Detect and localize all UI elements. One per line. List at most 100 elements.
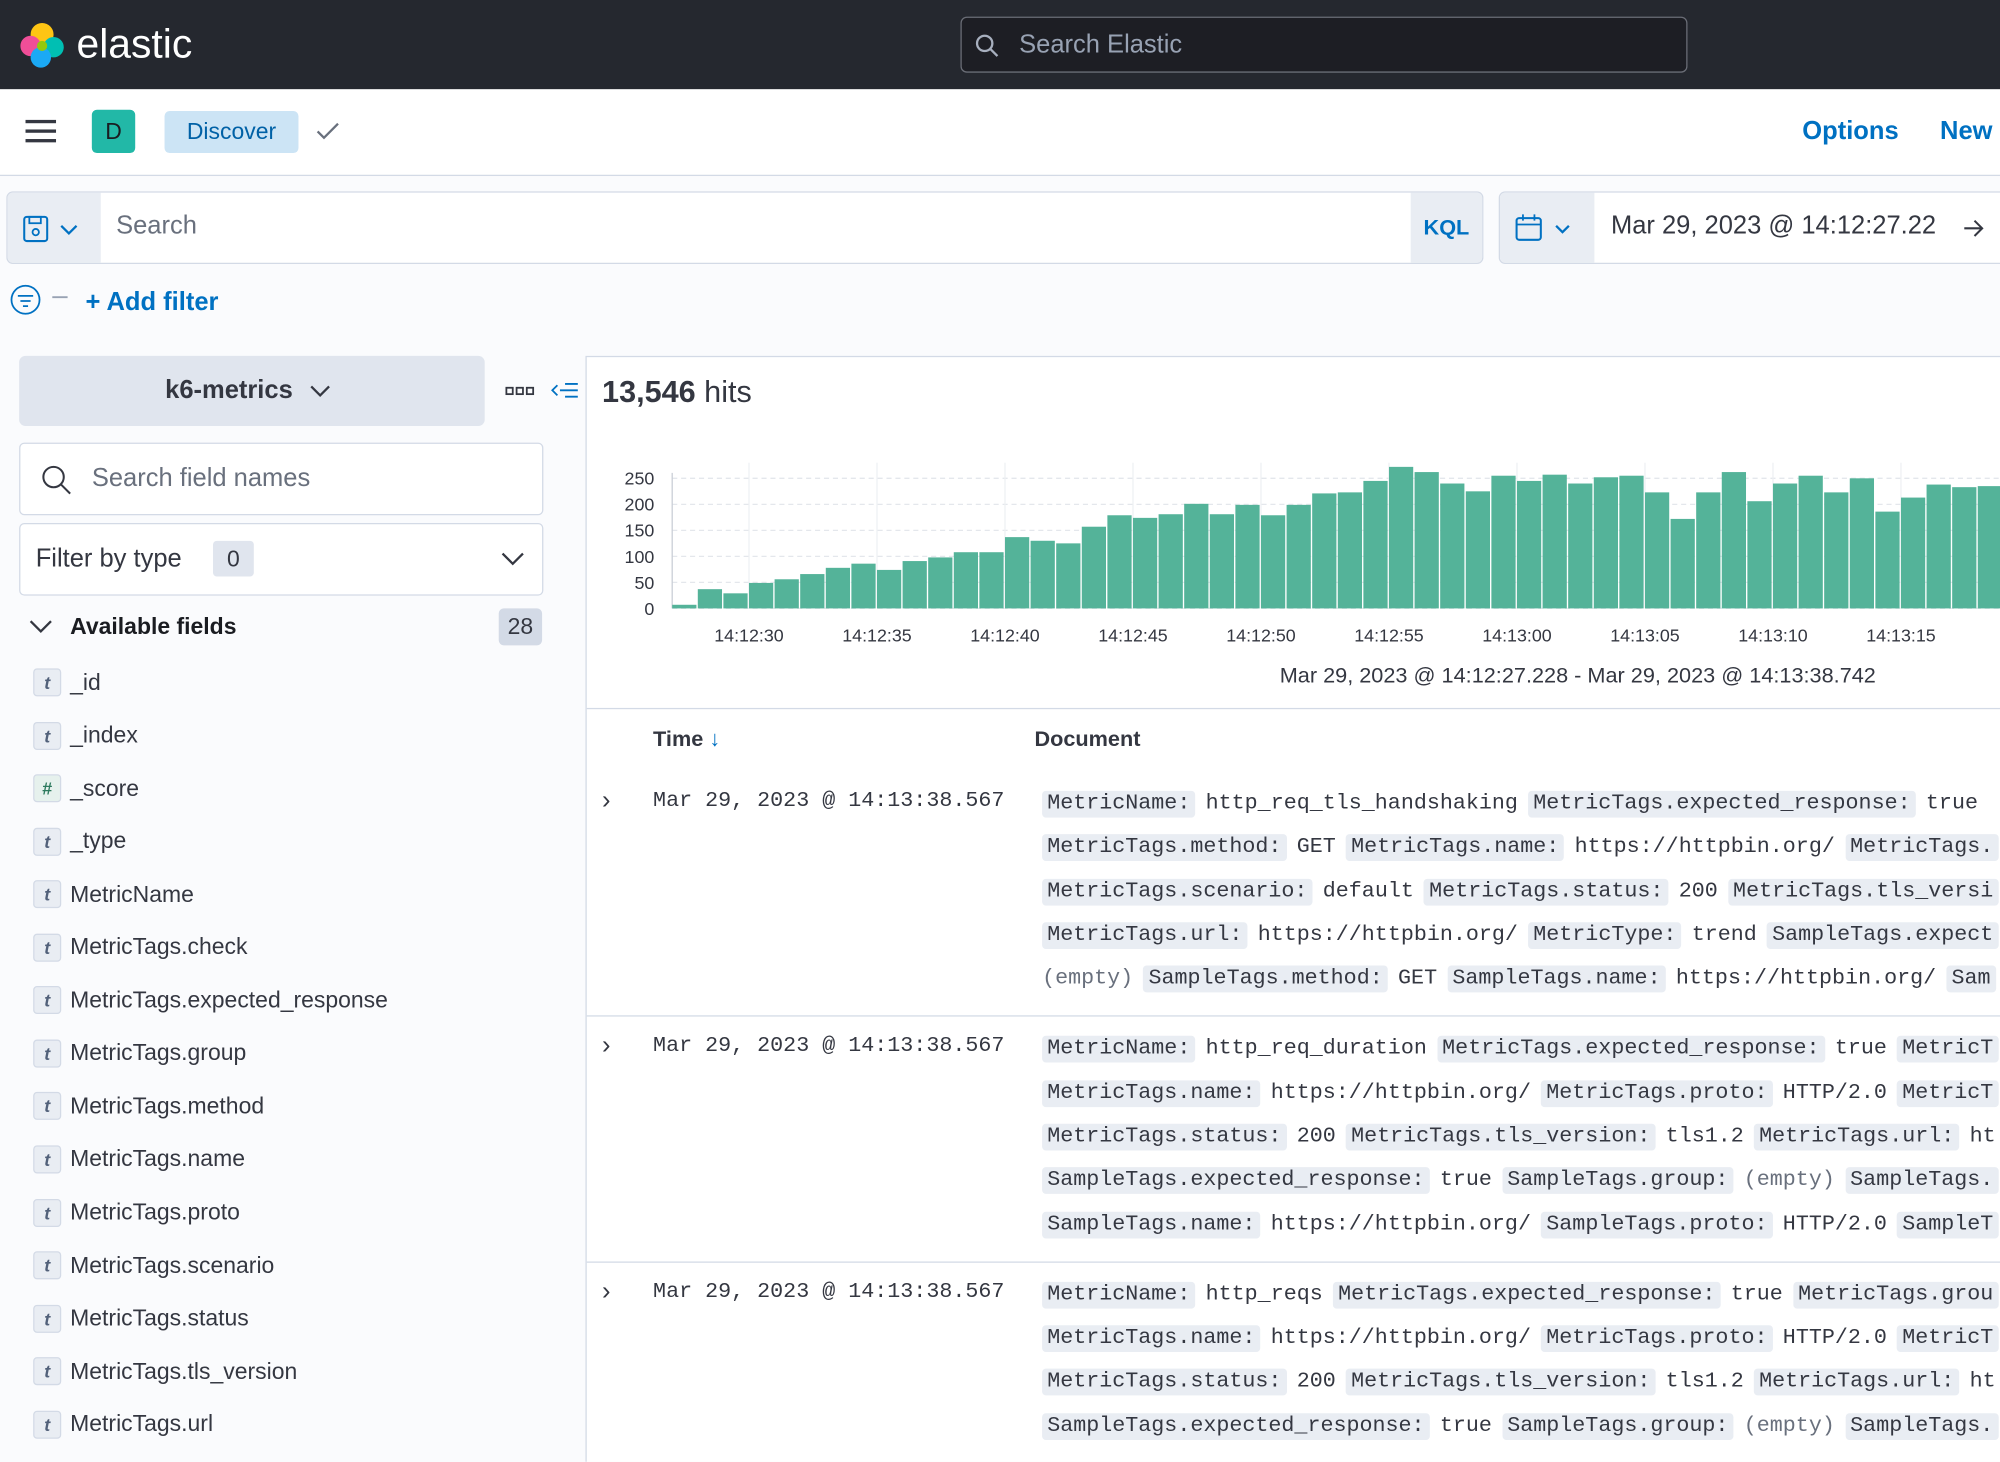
- document-field: SampleTags.proto:HTTP/2.0: [1541, 1212, 1887, 1236]
- field-item[interactable]: tMetricTags.expected_response: [33, 986, 388, 1014]
- field-item[interactable]: tMetricTags.scenario: [33, 1251, 274, 1279]
- field-value: http_reqs: [1206, 1283, 1323, 1307]
- field-key: SampleTags.name:: [1447, 966, 1665, 993]
- field-search[interactable]: Search field names: [19, 443, 543, 516]
- breadcrumb[interactable]: Discover: [165, 111, 299, 153]
- index-pattern-select[interactable]: k6-metrics: [19, 356, 485, 426]
- logo-text: elastic: [77, 20, 193, 67]
- field-item[interactable]: t_type: [33, 827, 126, 855]
- field-item[interactable]: tMetricTags.url: [33, 1410, 213, 1438]
- quick-select-button[interactable]: [1500, 193, 1594, 263]
- bar: [672, 605, 696, 609]
- bar: [1235, 505, 1259, 609]
- kql-toggle[interactable]: KQL: [1411, 193, 1482, 263]
- field-value: ht: [1970, 1370, 1996, 1394]
- start-date[interactable]: Mar 29, 2023 @ 14:12:27.22: [1611, 212, 1936, 241]
- document-line: MetricName:http_req_durationMetricTags.e…: [1042, 1037, 1998, 1061]
- bar: [1722, 472, 1746, 608]
- field-key: MetricTags.tls_versi: [1728, 878, 1998, 905]
- field-key: SampleTags.: [1845, 1413, 1998, 1440]
- collapse-chevron[interactable]: [28, 617, 54, 635]
- field-name: MetricTags.expected_response: [70, 987, 388, 1014]
- field-name: MetricTags.url: [70, 1411, 213, 1438]
- bar: [1799, 476, 1823, 609]
- field-item[interactable]: t_index: [33, 721, 138, 749]
- field-key: MetricTags.expected_response:: [1528, 791, 1916, 818]
- y-tick-label: 250: [625, 469, 655, 489]
- bar: [800, 574, 824, 608]
- field-key: MetricTags.status:: [1042, 1369, 1286, 1396]
- bar: [1159, 514, 1183, 608]
- expand-toggle[interactable]: ›: [602, 787, 611, 816]
- add-filter[interactable]: + Add filter: [85, 288, 218, 317]
- bar: [723, 593, 747, 608]
- sidebar-actions[interactable]: [504, 380, 586, 403]
- document-field: MetricTags.scenario:default: [1042, 880, 1414, 904]
- field-item[interactable]: tMetricTags.group: [33, 1039, 246, 1067]
- field-item[interactable]: tMetricName: [33, 880, 194, 908]
- field-item[interactable]: tMetricTags.name: [33, 1145, 245, 1173]
- document-field: SampleTags.expected_response:true: [1042, 1169, 1492, 1193]
- field-item[interactable]: tMetricTags.check: [33, 933, 247, 961]
- field-value: 200: [1297, 1370, 1336, 1394]
- space-avatar[interactable]: D: [92, 110, 135, 153]
- field-item[interactable]: tMetricTags.tls_version: [33, 1357, 297, 1385]
- column-header: Document: [1034, 727, 1140, 753]
- bar: [1517, 481, 1541, 609]
- filter-label: Filter by type: [36, 545, 182, 574]
- field-item[interactable]: tMetricTags.method: [33, 1092, 264, 1120]
- field-item[interactable]: tMetricTags.proto: [33, 1198, 240, 1226]
- menu-button[interactable]: [26, 119, 57, 145]
- field-key: MetricTags.proto:: [1541, 1080, 1772, 1107]
- field-item[interactable]: #_score: [33, 774, 139, 802]
- available-fields-count: 28: [499, 608, 542, 645]
- document-field: MetricTags.expected_response:true: [1437, 1037, 1887, 1061]
- document-field: MetricTags.status:200: [1042, 1125, 1336, 1149]
- field-value: https://httpbin.org/: [1575, 836, 1835, 860]
- document-field: SampleTags.expect: [1767, 923, 1998, 947]
- expand-toggle[interactable]: ›: [602, 1032, 611, 1061]
- field-value-empty: (empty): [1042, 967, 1133, 991]
- bar: [1287, 505, 1311, 609]
- document-field: MetricTags.expected_response:true: [1333, 1283, 1783, 1307]
- field-item[interactable]: tMetricTags.status: [33, 1304, 249, 1332]
- document-field: SampleTags.: [1845, 1414, 1998, 1438]
- field-name: MetricTags.method: [70, 1093, 264, 1120]
- available-fields-label: Available fields: [70, 614, 236, 641]
- field-value: true: [1835, 1037, 1887, 1061]
- document-field: MetricTags.proto:HTTP/2.0: [1541, 1326, 1887, 1350]
- bar: [1491, 476, 1515, 609]
- field-key: SampleTags.expect: [1767, 922, 1998, 949]
- column-header[interactable]: Time ↓: [653, 727, 720, 753]
- field-item[interactable]: t_id: [33, 668, 101, 696]
- bar: [979, 552, 1003, 608]
- field-key: SampleTags.method:: [1143, 966, 1387, 993]
- expand-toggle[interactable]: ›: [602, 1278, 611, 1307]
- options-link[interactable]: Options: [1802, 117, 1898, 146]
- field-key: SampleTags.group:: [1502, 1167, 1733, 1194]
- filter-by-type[interactable]: Filter by type 0: [19, 523, 543, 596]
- bar: [1773, 484, 1797, 609]
- field-value: https://httpbin.org/: [1271, 1212, 1531, 1236]
- document-line: MetricTags.url:https://httpbin.org/Metri…: [1042, 923, 1998, 947]
- saved-query-button[interactable]: [8, 193, 101, 263]
- filter-menu-icon[interactable]: [10, 284, 74, 317]
- bar: [826, 568, 850, 609]
- document-field: MetricTags.tls_version:tls1.2: [1346, 1125, 1744, 1149]
- global-search[interactable]: Search Elastic: [960, 17, 1687, 73]
- bar: [1005, 537, 1029, 608]
- field-key: MetricTags.: [1845, 835, 1998, 862]
- x-tick-label: 14:12:45: [1098, 626, 1168, 646]
- field-value: trend: [1692, 923, 1757, 947]
- field-key: MetricType:: [1528, 922, 1681, 949]
- field-key: MetricTags.url:: [1754, 1369, 1959, 1396]
- y-tick-label: 0: [644, 599, 654, 619]
- bar: [1056, 543, 1080, 608]
- document-field: MetricTags.url: ht: [1754, 1370, 1996, 1394]
- query-input[interactable]: Search: [116, 212, 197, 241]
- new-link[interactable]: New: [1940, 117, 1992, 146]
- document-field: Sam: [1946, 967, 1995, 991]
- field-type-icon: t: [33, 1198, 61, 1226]
- document-field: MetricTags.name:https://httpbin.org/: [1346, 836, 1835, 860]
- document-field: MetricT: [1897, 1037, 1998, 1061]
